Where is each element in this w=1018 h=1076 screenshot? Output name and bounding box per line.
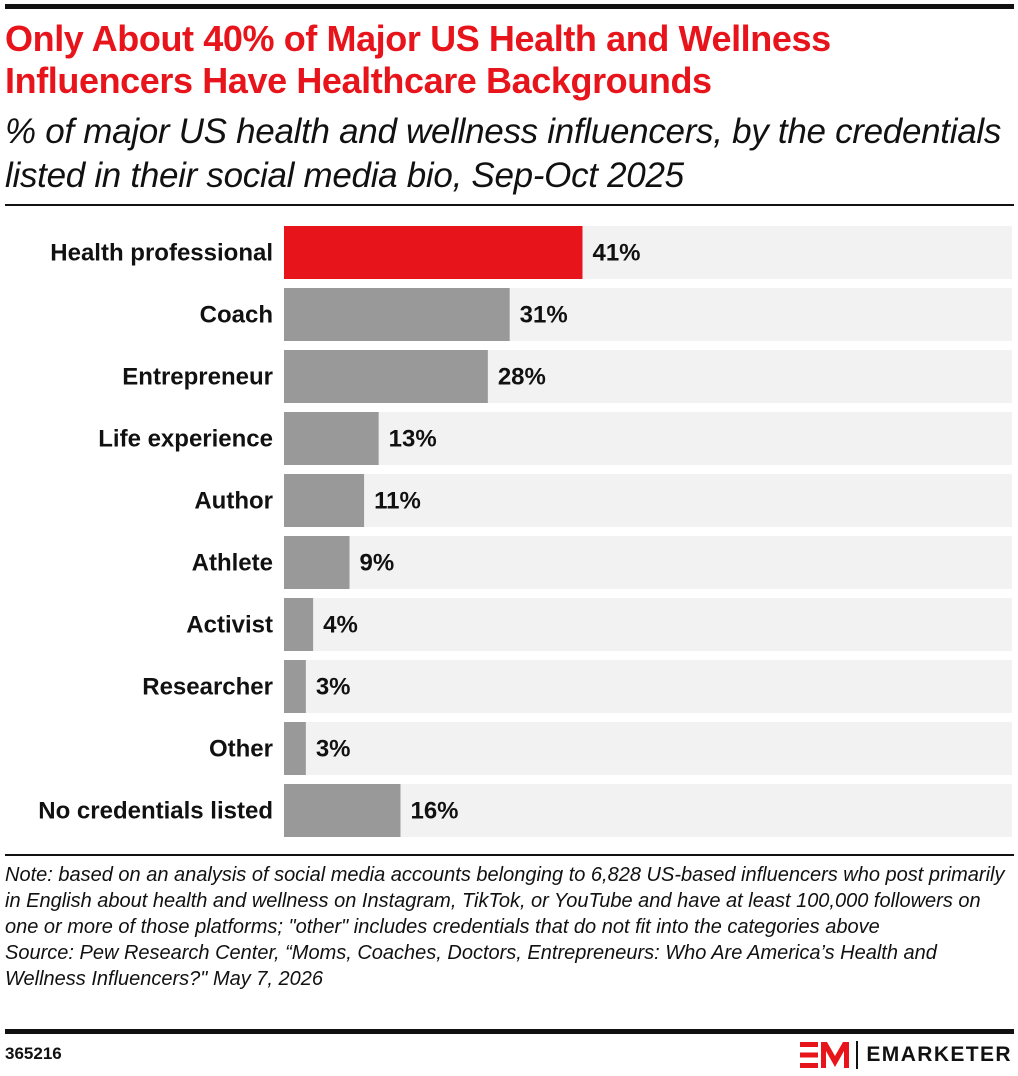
value-label: 3% (316, 736, 351, 763)
bar-track (284, 536, 1012, 589)
bar-researcher (284, 660, 306, 713)
bar-track (284, 350, 1012, 403)
brand-logo: EMARKETER (800, 1040, 1012, 1070)
category-label: Activist (186, 612, 273, 639)
value-label: 4% (323, 612, 358, 639)
bar-track (284, 288, 1012, 341)
bar-track (284, 412, 1012, 465)
category-label: Athlete (192, 550, 273, 577)
value-label: 41% (592, 240, 640, 267)
bar-entrepreneur (284, 350, 488, 403)
bar-no-credentials-listed (284, 784, 401, 837)
value-label: 28% (498, 364, 546, 391)
value-label: 13% (389, 426, 437, 453)
category-label: Entrepreneur (122, 364, 273, 391)
footer-divider (5, 854, 1014, 856)
category-label: Author (194, 488, 273, 515)
header-divider (5, 204, 1014, 206)
category-label: Other (209, 736, 273, 763)
bar-activist (284, 598, 314, 651)
brand-separator (856, 1041, 859, 1069)
bar-health-professional (284, 226, 583, 279)
value-label: 16% (410, 798, 458, 825)
category-label: No credentials listed (38, 798, 273, 825)
bar-athlete (284, 536, 350, 589)
value-label: 11% (374, 488, 421, 515)
chart-subtitle: % of major US health and wellness influe… (5, 112, 1002, 195)
chart-id: 365216 (5, 1044, 62, 1063)
category-label: Coach (200, 302, 273, 329)
bar-track (284, 474, 1012, 527)
bar-track (284, 660, 1012, 713)
emarketer-logo-icon (800, 1042, 850, 1068)
bar-track (284, 226, 1012, 279)
top-rule (5, 4, 1014, 9)
bar-track (284, 598, 1012, 651)
note-text: Note: based on an analysis of social med… (5, 864, 1005, 938)
bottom-rule (5, 1029, 1014, 1034)
category-label: Health professional (50, 240, 273, 267)
bar-coach (284, 288, 510, 341)
category-label: Life experience (98, 426, 273, 453)
chart-title: Only About 40% of Major US Health and We… (5, 18, 831, 101)
bar-author (284, 474, 365, 527)
value-label: 31% (520, 302, 568, 329)
bar-track (284, 784, 1012, 837)
source-text: Source: Pew Research Center, “Moms, Coac… (5, 942, 937, 990)
category-label: Researcher (142, 674, 273, 701)
bar-other (284, 722, 306, 775)
bar-track (284, 722, 1012, 775)
chart-notes: Note: based on an analysis of social med… (5, 862, 1010, 992)
brand-name: EMARKETER (866, 1043, 1012, 1066)
value-label: 3% (316, 674, 351, 701)
bar-life-experience (284, 412, 379, 465)
value-label: 9% (360, 550, 395, 577)
